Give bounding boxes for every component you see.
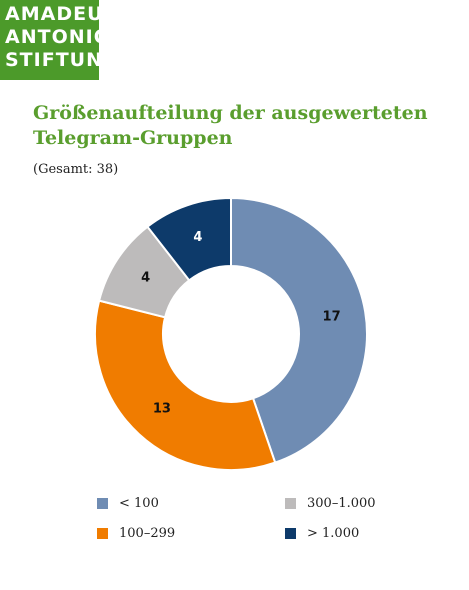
donut-value-label-lt-100: 17 — [323, 310, 341, 325]
donut-value-label-300-1000: 4 — [141, 271, 150, 286]
donut-value-label-100-299: 13 — [153, 402, 171, 417]
donut-chart: 17 13 4 4 — [94, 196, 368, 471]
legend-label-lt-100: < 100 — [119, 496, 159, 511]
donut-slice-lt-100 — [230, 196, 368, 464]
legend-swatch-lt-100 — [97, 498, 108, 509]
chart-title-line-1: Größenaufteilung der ausgewerteten — [33, 102, 428, 124]
donut-slice-gt-1000 — [146, 196, 232, 282]
legend-item-gt-1000: > 1.000 — [285, 526, 359, 541]
legend-label-300-1000: 300–1.000 — [307, 496, 376, 511]
legend-swatch-gt-1000 — [285, 528, 296, 539]
chart-subtitle: (Gesamt: 38) — [33, 162, 119, 177]
legend-swatch-100-299 — [97, 528, 108, 539]
logo-line-3: STIFTUNG — [5, 49, 120, 71]
logo-line-1: AMADEU — [5, 3, 104, 25]
donut-slice-100-299 — [94, 299, 277, 471]
legend-item-300-1000: 300–1.000 — [285, 496, 376, 511]
legend-label-gt-1000: > 1.000 — [307, 526, 360, 541]
donut-value-label-gt-1000: 4 — [193, 230, 202, 245]
logo-line-2: ANTONIO — [5, 26, 111, 48]
legend-item-100-299: 100–299 — [97, 526, 175, 541]
chart-title-line-2: Telegram-Gruppen — [33, 127, 233, 149]
legend-label-100-299: 100–299 — [119, 526, 176, 541]
chart-title: Größenaufteilung der ausgewerteten Teleg… — [33, 101, 453, 151]
legend-swatch-300-1000 — [285, 498, 296, 509]
legend-item-lt-100: < 100 — [97, 496, 159, 511]
amadeu-antonio-stiftung-logo: AMADEU ANTONIO STIFTUNG — [0, 0, 120, 80]
